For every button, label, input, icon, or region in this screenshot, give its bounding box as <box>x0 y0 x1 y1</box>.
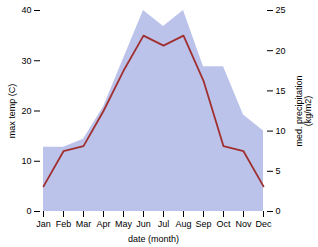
svg-text:0: 0 <box>276 206 281 216</box>
svg-text:20: 20 <box>21 106 31 116</box>
svg-text:Jun: Jun <box>136 219 151 229</box>
svg-text:40: 40 <box>21 5 31 15</box>
svg-text:May: May <box>115 219 133 229</box>
svg-text:15: 15 <box>276 86 286 96</box>
svg-text:Feb: Feb <box>56 219 72 229</box>
svg-text:Aug: Aug <box>175 219 191 229</box>
svg-text:max temp (C): max temp (C) <box>7 84 17 139</box>
svg-text:0: 0 <box>26 206 31 216</box>
svg-text:med. precipitation(kg/m2): med. precipitation(kg/m2) <box>294 75 313 146</box>
svg-text:date (month): date (month) <box>128 234 179 244</box>
svg-text:10: 10 <box>276 126 286 136</box>
svg-text:Nov: Nov <box>235 219 252 229</box>
svg-text:Dec: Dec <box>255 219 272 229</box>
svg-text:20: 20 <box>276 46 286 56</box>
svg-text:5: 5 <box>276 166 281 176</box>
svg-text:Jul: Jul <box>158 219 170 229</box>
svg-text:30: 30 <box>21 56 31 66</box>
svg-text:Jan: Jan <box>36 219 51 229</box>
svg-text:Sep: Sep <box>195 219 211 229</box>
svg-text:25: 25 <box>276 5 286 15</box>
svg-text:Mar: Mar <box>76 219 92 229</box>
svg-text:Apr: Apr <box>96 219 110 229</box>
svg-text:Oct: Oct <box>216 219 231 229</box>
svg-text:10: 10 <box>21 156 31 166</box>
